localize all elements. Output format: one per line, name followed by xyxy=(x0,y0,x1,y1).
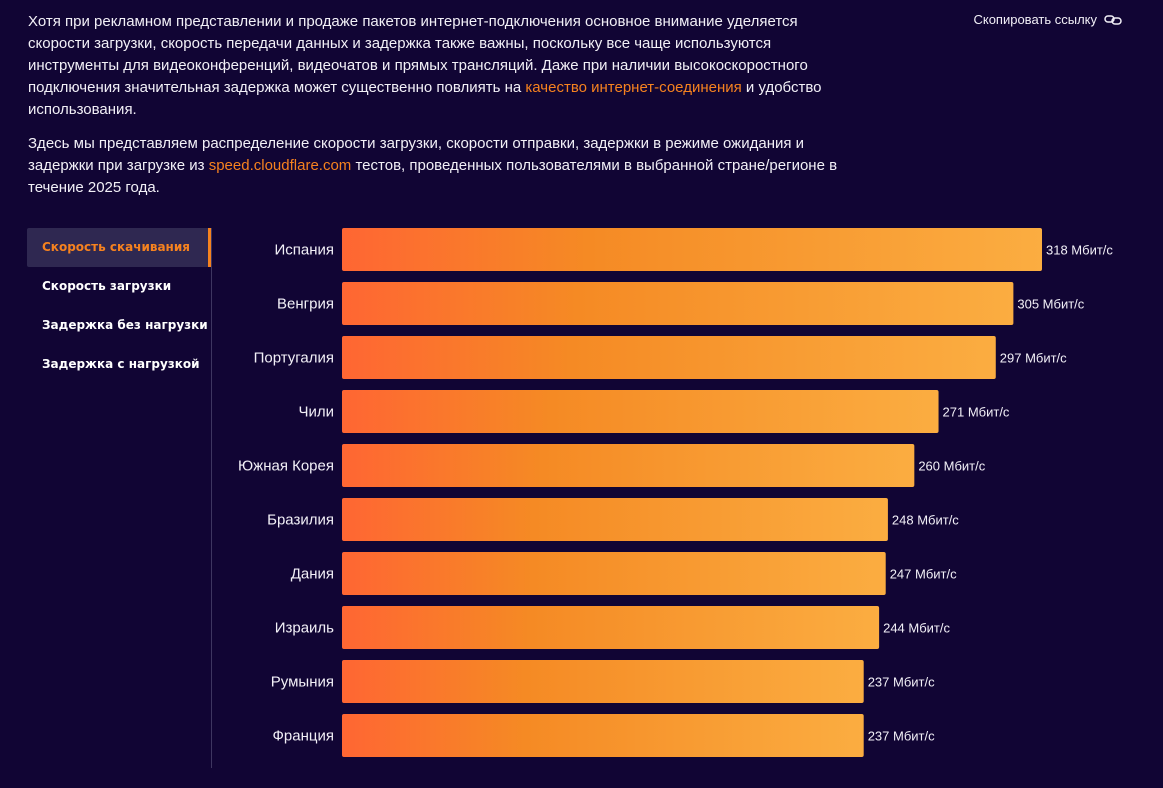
bar-category-label: Бразилия xyxy=(267,512,334,529)
bar-value-label: 247 Мбит/с xyxy=(890,567,957,582)
bar-category-label: Испания xyxy=(274,242,334,259)
bar[interactable] xyxy=(342,444,915,487)
copy-link-button[interactable]: Скопировать ссылку xyxy=(973,12,1122,27)
link-icon xyxy=(1104,13,1122,27)
speed-test-link[interactable]: speed.cloudflare.com xyxy=(208,157,352,174)
bar-value-label: 237 Мбит/с xyxy=(868,729,935,744)
bar-category-label: Румыния xyxy=(271,674,334,691)
bar-category-label: Израиль xyxy=(275,620,334,637)
bar[interactable] xyxy=(342,498,888,541)
metric-tabs: Скорость скачивания Скорость загрузки За… xyxy=(27,228,212,768)
bar-value-label: 271 Мбит/с xyxy=(943,405,1010,420)
bar-category-label: Южная Корея xyxy=(238,458,334,475)
intro-paragraph-2: Здесь мы представляем распределение скор… xyxy=(28,133,858,199)
bar-category-label: Франция xyxy=(273,728,334,745)
bar-value-label: 244 Мбит/с xyxy=(883,621,950,636)
bar-category-label: Венгрия xyxy=(277,296,334,313)
bar[interactable] xyxy=(342,336,996,379)
intro-text-1b: и удобство использования. xyxy=(28,79,822,118)
bar-value-label: 297 Мбит/с xyxy=(1000,351,1067,366)
bar-value-label: 305 Мбит/с xyxy=(1017,297,1084,312)
bar-value-label: 237 Мбит/с xyxy=(868,675,935,690)
intro-paragraph-1: Хотя при рекламном представлении и прода… xyxy=(28,11,858,121)
bar[interactable] xyxy=(342,228,1042,271)
bar-category-label: Дания xyxy=(291,566,334,583)
intro-text-2b: тестов, проведенных пользователями в выб… xyxy=(28,157,838,196)
copy-link-label: Скопировать ссылку xyxy=(973,12,1097,27)
bar[interactable] xyxy=(342,390,939,433)
tab-download-speed[interactable]: Скорость скачивания xyxy=(27,228,211,267)
bar[interactable] xyxy=(342,282,1014,325)
intro-text-2a: Здесь мы представляем распределение скор… xyxy=(28,135,805,174)
bar[interactable] xyxy=(342,606,880,649)
bar-value-label: 260 Мбит/с xyxy=(918,459,985,474)
bar-value-label: 318 Мбит/с xyxy=(1046,243,1113,258)
bar-value-label: 248 Мбит/с xyxy=(892,513,959,528)
connection-quality-link[interactable]: качество интернет-соединения xyxy=(525,79,742,96)
tab-idle-latency[interactable]: Задержка без нагрузки xyxy=(42,318,208,332)
bar-category-label: Португалия xyxy=(254,350,334,367)
bar[interactable] xyxy=(342,552,886,595)
tab-upload-speed[interactable]: Скорость загрузки xyxy=(42,279,172,293)
bar[interactable] xyxy=(342,660,864,703)
bar[interactable] xyxy=(342,714,864,757)
bar-category-label: Чили xyxy=(298,404,334,421)
tab-loaded-latency[interactable]: Задержка с нагрузкой xyxy=(42,357,200,371)
intro-text-1a: Хотя при рекламном представлении и прода… xyxy=(28,13,808,96)
intro-text: Хотя при рекламном представлении и прода… xyxy=(28,11,858,211)
